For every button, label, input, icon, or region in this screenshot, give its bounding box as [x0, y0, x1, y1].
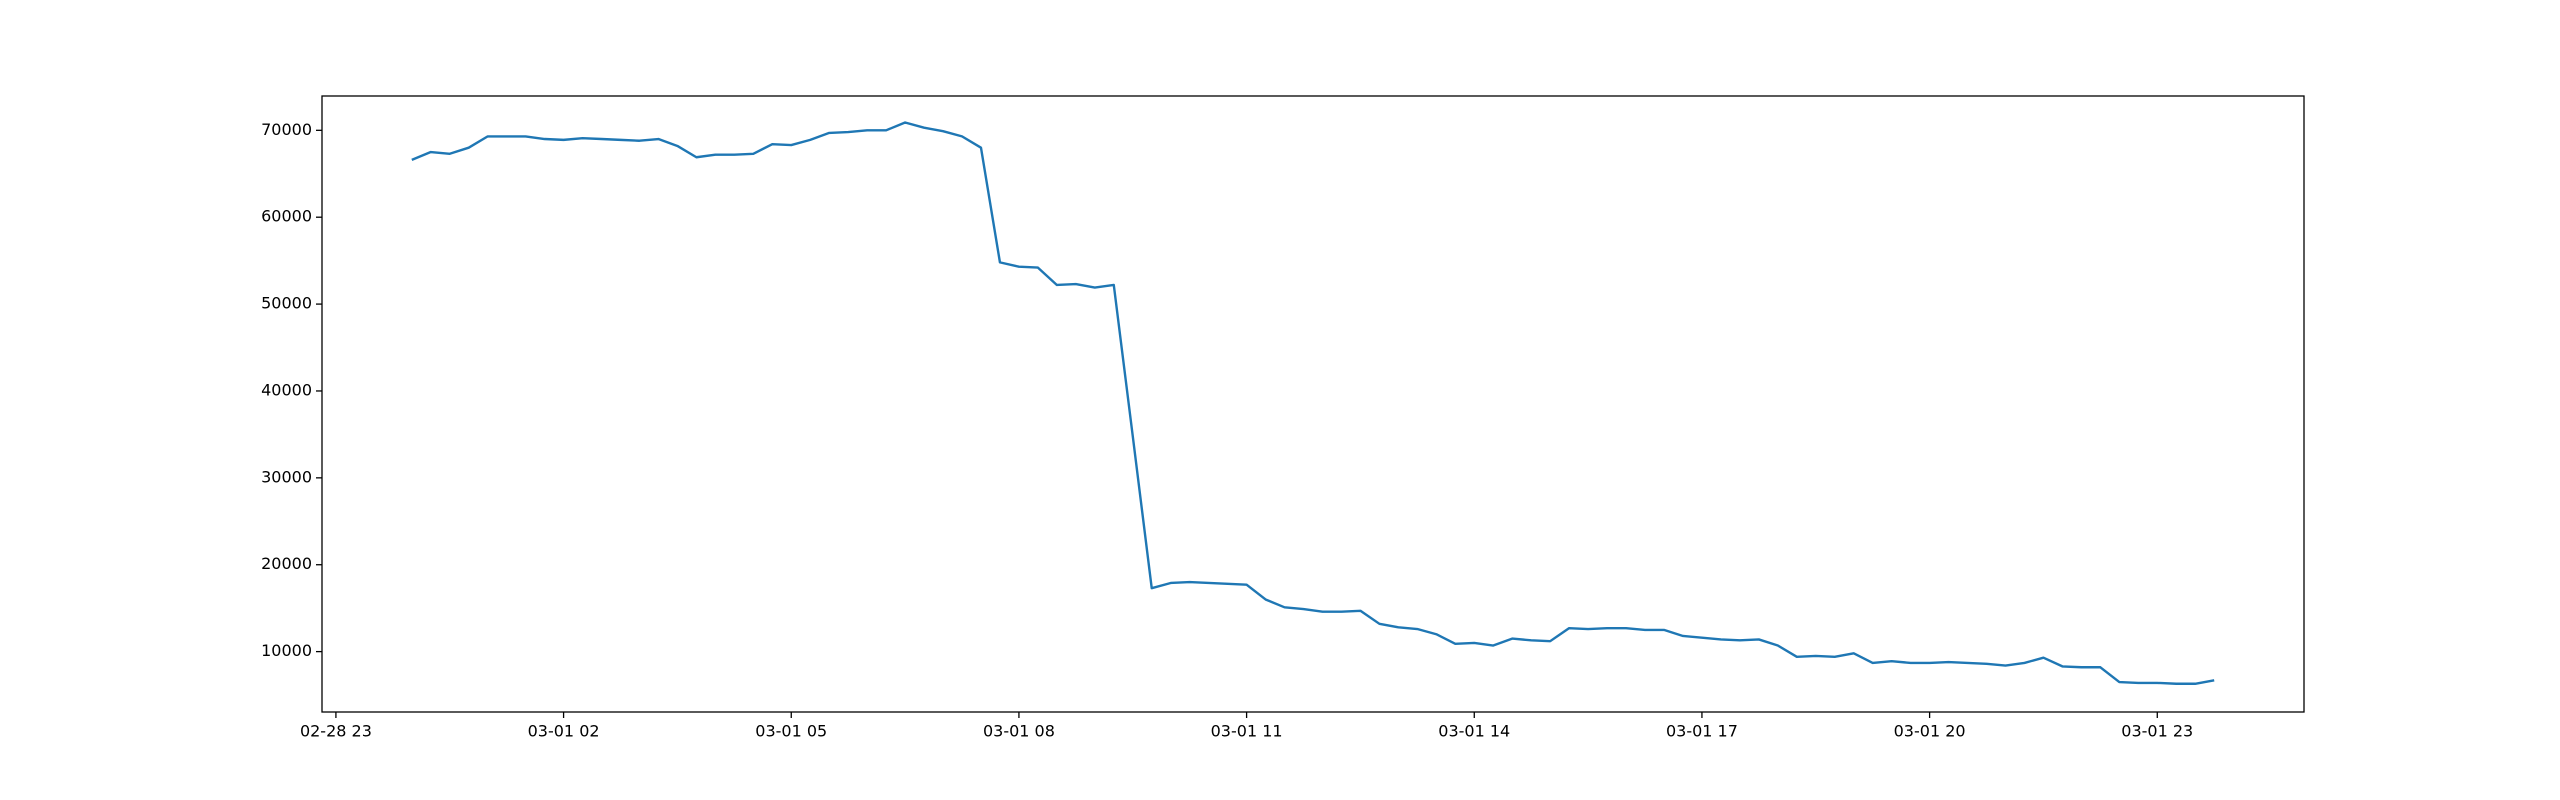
y-tick-label: 70000 — [261, 120, 312, 139]
y-tick-label: 60000 — [261, 207, 312, 226]
x-tick-label: 03-01 02 — [528, 722, 600, 741]
x-tick-label: 03-01 14 — [1438, 722, 1510, 741]
y-tick-label: 40000 — [261, 380, 312, 399]
y-tick-label: 10000 — [261, 641, 312, 660]
x-tick-label: 03-01 20 — [1894, 722, 1966, 741]
x-tick-label: 03-01 05 — [755, 722, 827, 741]
plot-frame — [321, 95, 2305, 713]
data-line — [411, 121, 2215, 685]
y-tick-label: 50000 — [261, 294, 312, 313]
x-tick-label: 03-01 23 — [2121, 722, 2193, 741]
y-tick-label: 20000 — [261, 554, 312, 573]
y-tick-label: 30000 — [261, 467, 312, 486]
x-tick-label: 02-28 23 — [300, 722, 372, 741]
x-tick-label: 03-01 08 — [983, 722, 1055, 741]
x-tick-label: 03-01 17 — [1666, 722, 1738, 741]
x-tick-label: 03-01 11 — [1211, 722, 1283, 741]
